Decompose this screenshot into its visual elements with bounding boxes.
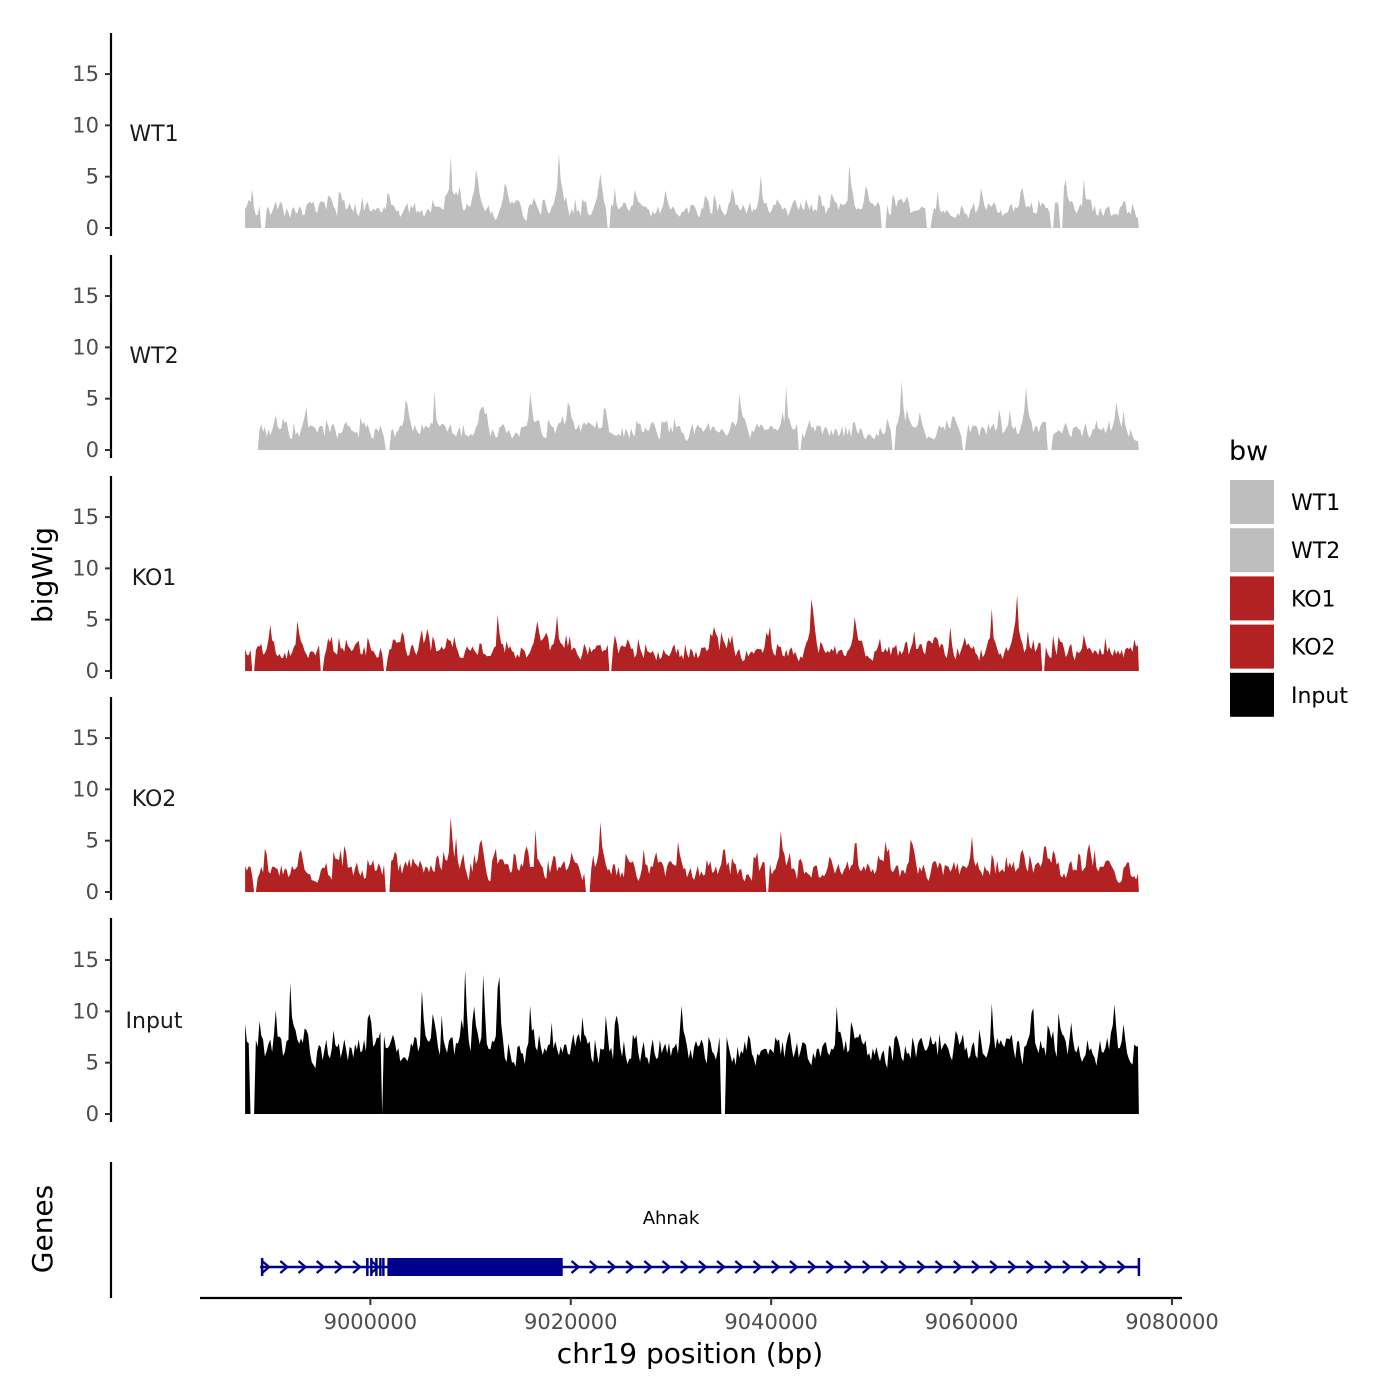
legend-swatch-wt2 [1230, 528, 1274, 573]
strand-chevron-icon [861, 1260, 872, 1274]
y-tick-label-wt1-5: 5 [86, 165, 99, 189]
track-label-ko2: KO2 [132, 787, 177, 812]
track-label-ko1: KO1 [132, 566, 177, 591]
legend-swatch-ko1 [1230, 576, 1274, 621]
y-tick-label-input-5: 5 [86, 1051, 99, 1075]
gene-cds-block [387, 1258, 563, 1276]
track-label-input: Input [126, 1009, 183, 1034]
y-tick-label-ko2-5: 5 [86, 829, 99, 853]
y-tick-label-wt2-5: 5 [86, 387, 99, 411]
strand-chevron-icon [1025, 1260, 1036, 1274]
x-tick-label-9000000: 9000000 [324, 1310, 418, 1334]
signal-area-wt2 [245, 380, 1139, 450]
strand-chevron-icon [352, 1260, 362, 1274]
gene-track-title: Genes [26, 1185, 59, 1273]
y-tick-label-wt1-10: 10 [72, 113, 99, 137]
signal-area-ko1 [245, 594, 1139, 671]
y-tick-label-input-0: 0 [86, 1102, 99, 1126]
gene-name-label: Ahnak [643, 1208, 700, 1229]
strand-chevron-icon [898, 1260, 908, 1274]
strand-chevron-icon [807, 1260, 817, 1274]
strand-chevron-icon [643, 1260, 654, 1274]
y-tick-label-wt2-10: 10 [72, 335, 99, 359]
y-tick-label-ko1-5: 5 [86, 608, 99, 632]
strand-chevron-icon [989, 1260, 999, 1274]
y-axis-title: bigWig [26, 527, 59, 623]
legend-swatch-wt1 [1230, 480, 1274, 524]
strand-chevron-icon [279, 1260, 290, 1274]
strand-chevron-icon [625, 1260, 635, 1274]
y-tick-label-wt1-15: 15 [72, 62, 99, 86]
legend-label-input: Input [1291, 684, 1348, 709]
signal-area-input [245, 970, 1139, 1114]
x-axis-title: chr19 position (bp) [557, 1337, 823, 1370]
y-axes: 0 5 10 15 WT1 0 5 10 15 WT2 0 5 10 15 KO1 0 5 10 15 KO2 0 5 10… [72, 33, 183, 1126]
y-tick-label-wt1-0: 0 [86, 216, 99, 240]
strand-chevron-icon [698, 1260, 708, 1274]
strand-chevron-icon [1116, 1260, 1127, 1274]
legend-label-wt2: WT2 [1291, 539, 1340, 564]
strand-chevron-icon [1007, 1260, 1018, 1274]
x-tick-label-9080000: 9080000 [1125, 1310, 1219, 1334]
y-tick-label-ko2-15: 15 [72, 726, 99, 750]
y-tick-label-ko1-15: 15 [72, 505, 99, 529]
strand-chevron-icon [297, 1260, 308, 1274]
track-label-wt1: WT1 [129, 122, 178, 147]
strand-chevron-icon [789, 1260, 799, 1274]
strand-chevron-icon [261, 1260, 271, 1274]
y-tick-label-ko1-10: 10 [72, 556, 99, 580]
legend: bw WT1 WT2 KO1 KO2 Input [1229, 436, 1348, 717]
x-axis: 9000000 9020000 9040000 9060000 9080000 [200, 1296, 1219, 1334]
legend-title: bw [1229, 436, 1268, 467]
strand-chevron-icon [607, 1260, 617, 1274]
signal-area-ko2 [245, 817, 1139, 892]
strand-chevron-icon [843, 1260, 854, 1274]
strand-chevron-icon [679, 1260, 690, 1274]
strand-chevron-icon [825, 1260, 836, 1274]
x-tick-label-9040000: 9040000 [724, 1310, 818, 1334]
track-label-wt2: WT2 [129, 344, 178, 369]
y-tick-label-ko2-0: 0 [86, 880, 99, 904]
legend-label-ko2: KO2 [1291, 636, 1336, 661]
y-tick-label-wt2-15: 15 [72, 284, 99, 308]
strand-chevron-icon [315, 1260, 326, 1274]
strand-chevron-icon [916, 1260, 927, 1274]
x-tick-label-9060000: 9060000 [925, 1310, 1019, 1334]
y-tick-label-wt2-0: 0 [86, 438, 99, 462]
strand-chevron-icon [734, 1260, 745, 1274]
legend-label-wt1: WT1 [1291, 491, 1340, 516]
y-tick-label-ko1-0: 0 [86, 659, 99, 683]
strand-chevron-icon [934, 1260, 945, 1274]
strand-chevron-icon [334, 1260, 344, 1274]
strand-chevron-icon [1098, 1260, 1109, 1274]
signal-area-wt1 [245, 153, 1139, 228]
strand-chevron-icon [1080, 1260, 1090, 1274]
y-tick-label-input-15: 15 [72, 948, 99, 972]
y-tick-label-input-10: 10 [72, 999, 99, 1023]
strand-chevron-icon [971, 1260, 981, 1274]
strand-chevron-icon [770, 1260, 781, 1274]
signal-tracks [245, 153, 1139, 1114]
strand-chevron-icon [952, 1260, 963, 1274]
gene-track: Genes Ahnak [26, 1162, 1141, 1298]
strand-chevron-icon [370, 1260, 381, 1274]
strand-chevron-icon [716, 1260, 726, 1274]
legend-swatch-ko2 [1230, 624, 1274, 669]
strand-chevron-icon [1062, 1260, 1072, 1274]
legend-swatch-input [1230, 672, 1274, 717]
strand-chevron-icon [661, 1260, 672, 1274]
strand-chevron-icon [880, 1260, 890, 1274]
legend-label-ko1: KO1 [1291, 587, 1336, 612]
strand-chevron-icon [570, 1260, 581, 1274]
strand-chevron-icon [588, 1260, 599, 1274]
strand-chevron-icon [1043, 1260, 1054, 1274]
strand-chevron-icon [752, 1260, 763, 1274]
x-tick-label-9020000: 9020000 [524, 1310, 618, 1334]
y-tick-label-ko2-10: 10 [72, 777, 99, 801]
